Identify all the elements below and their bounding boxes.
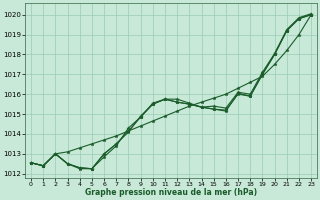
X-axis label: Graphe pression niveau de la mer (hPa): Graphe pression niveau de la mer (hPa) bbox=[85, 188, 257, 197]
